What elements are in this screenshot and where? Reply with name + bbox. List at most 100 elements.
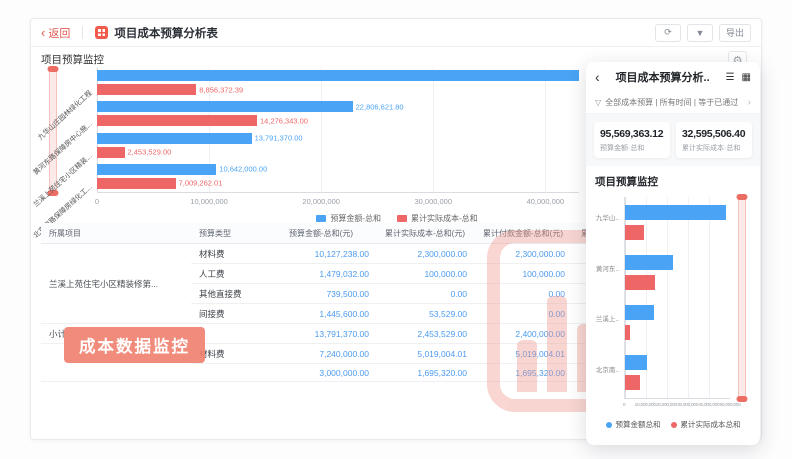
bar-group: 10,642,000.00 7,009,262.01 bbox=[97, 161, 579, 192]
legend-swatch-icon bbox=[397, 215, 407, 222]
value-cell: 3,000,000.00 bbox=[281, 363, 377, 382]
category-label: 兰溪上.. bbox=[595, 316, 619, 324]
actual-cost-bar[interactable]: 7,009,262.01 bbox=[97, 177, 222, 189]
tick-label: 20,000,000 bbox=[302, 197, 340, 206]
chart-legend: 预算金额总和 累计实际成本总和 bbox=[594, 419, 752, 430]
app-logo-icon bbox=[95, 26, 109, 39]
bar-value-label: 22,806,621.80 bbox=[355, 102, 404, 112]
panel-back-icon[interactable]: ‹ bbox=[595, 69, 600, 85]
budget-bar[interactable] bbox=[97, 70, 579, 82]
bar-group bbox=[625, 298, 730, 348]
gridline bbox=[321, 67, 323, 192]
tick-label: 30,000,000 bbox=[414, 197, 453, 206]
value-cell: 1,445,600.00 bbox=[281, 303, 377, 324]
actual-cost-bar[interactable] bbox=[625, 375, 640, 391]
bar-group bbox=[625, 247, 730, 297]
app-header: ‹ 返回 项目成本预算分析表 ⟳ ▼ 导出 bbox=[31, 19, 761, 47]
panel-title: 项目成本预算分析.. bbox=[615, 72, 710, 84]
stat-card-actual-cost[interactable]: 32,595,506.40 累计实际成本·总和 bbox=[676, 122, 752, 158]
list-view-icon[interactable]: ☰ bbox=[725, 71, 735, 83]
stat-card-budget[interactable]: 95,569,363.12 预算金额·总和 bbox=[594, 122, 670, 158]
page-title: 项目成本预算分析表 bbox=[114, 27, 218, 40]
legend-item[interactable]: 累计实际成本总和 bbox=[670, 419, 741, 430]
mobile-budget-chart: 九华山.. 黄河东.. 兰溪上.. 北京南.. 0 10,000,000 20,000,0… bbox=[594, 193, 752, 443]
export-button[interactable]: 导出 bbox=[718, 23, 751, 42]
budget-type-cell bbox=[191, 323, 281, 344]
column-header: 累计实际成本-总和(元) bbox=[377, 223, 475, 244]
actual-cost-bar[interactable] bbox=[625, 274, 655, 290]
value-cell: 100,000.00 bbox=[475, 263, 573, 284]
budget-type-cell: 材料费 bbox=[191, 243, 281, 264]
header-divider bbox=[82, 26, 84, 39]
legend-swatch-icon bbox=[316, 215, 327, 222]
panel-filter-text: 全部成本预算 | 所有时间 | 等于已通过 bbox=[605, 98, 739, 107]
panel-header: ‹ 项目成本预算分析.. ☰ ▦ bbox=[586, 62, 760, 92]
value-cell: 739,500.00 bbox=[281, 283, 377, 304]
value-cell: 2,453,529.00 bbox=[377, 323, 475, 344]
gridline bbox=[688, 197, 689, 398]
budget-bar[interactable]: 22,806,621.80 bbox=[97, 101, 404, 113]
stat-caption: 累计实际成本·总和 bbox=[682, 145, 741, 152]
bar-group bbox=[625, 197, 730, 247]
refresh-button[interactable]: ⟳ bbox=[654, 23, 681, 42]
grid-view-icon[interactable]: ▦ bbox=[741, 71, 751, 83]
filter-button[interactable]: ▼ bbox=[686, 23, 713, 42]
actual-cost-bar[interactable]: 8,856,372.39 bbox=[97, 84, 243, 96]
bar-value-label: 13,791,370.00 bbox=[254, 133, 303, 143]
gridline bbox=[709, 197, 710, 398]
budget-bar[interactable] bbox=[625, 305, 654, 321]
category-label: 九华山.. bbox=[595, 215, 619, 223]
budget-bar[interactable] bbox=[625, 355, 648, 371]
legend-item[interactable]: 预算金额-总和 bbox=[316, 213, 381, 224]
chart-legend: 预算金额-总和 累计实际成本-总和 bbox=[41, 213, 753, 224]
x-axis: 0 10,000,000 20,000,000 30,000,000 40,000,00… bbox=[623, 403, 741, 411]
gridlines bbox=[625, 197, 730, 398]
category-axis: 九华山庄园林绿化工程 黄河东路保障房中心施... 兰溪上苑住宅小区精装... 北京南路… bbox=[33, 67, 95, 239]
stat-value: 95,569,363.12 bbox=[600, 128, 664, 140]
actual-cost-bar[interactable]: 14,276,343.00 bbox=[97, 115, 308, 127]
bar-group: 8,856,372.39 bbox=[97, 67, 579, 98]
gridline bbox=[97, 67, 98, 192]
gridline bbox=[667, 197, 668, 398]
actual-cost-bar[interactable] bbox=[625, 224, 644, 240]
legend-swatch-icon bbox=[605, 421, 612, 428]
mobile-datazoom-slider[interactable] bbox=[738, 195, 746, 401]
budget-bar[interactable] bbox=[625, 254, 673, 270]
gridline bbox=[646, 197, 647, 398]
value-cell: 0.00 bbox=[475, 283, 573, 304]
budget-monitor-chart: 九华山庄园林绿化工程 黄河东路保障房中心施... 兰溪上苑住宅小区精装... 北京南路… bbox=[33, 63, 753, 240]
legend-item[interactable]: 预算金额总和 bbox=[605, 419, 661, 430]
actual-cost-bar[interactable] bbox=[625, 325, 631, 341]
value-cell: 5,019,004.01 bbox=[377, 343, 475, 364]
budget-bar[interactable] bbox=[625, 204, 727, 220]
back-label: 返回 bbox=[48, 27, 71, 40]
value-cell: 0.00 bbox=[475, 303, 573, 324]
value-cell: 5,019,004.01 bbox=[475, 343, 573, 364]
tick-label: 40,000,000 bbox=[526, 197, 565, 206]
mobile-preview-panel: ‹ 项目成本预算分析.. ☰ ▦ ▽ 全部成本预算 | 所有时间 | 等于已通过… bbox=[586, 62, 760, 445]
toolbar: ⟳ ▼ 导出 bbox=[654, 23, 751, 42]
back-button[interactable]: ‹ 返回 bbox=[41, 25, 70, 41]
tick-label: 0 bbox=[94, 197, 100, 206]
bar-group: 22,806,621.80 14,276,343.00 bbox=[97, 98, 579, 129]
bar-value-label: 7,009,262.01 bbox=[178, 178, 223, 188]
back-chevron-icon: ‹ bbox=[41, 25, 46, 40]
value-cell: 1,695,320.00 bbox=[475, 363, 573, 382]
legend-item[interactable]: 累计实际成本-总和 bbox=[397, 213, 478, 224]
budget-bar[interactable]: 10,642,000.00 bbox=[97, 163, 267, 175]
bar-group bbox=[625, 348, 730, 398]
panel-filter-bar[interactable]: ▽ 全部成本预算 | 所有时间 | 等于已通过 › bbox=[586, 92, 760, 114]
category-label: 黄河东路保障房中心施... bbox=[32, 120, 94, 177]
value-cell: 1,695,320.00 bbox=[377, 363, 475, 382]
datazoom-slider[interactable] bbox=[49, 67, 57, 195]
card-title: 项目预算监控 bbox=[41, 54, 104, 66]
value-cell: 100,000.00 bbox=[377, 263, 475, 284]
tick-label: 10,000,000 bbox=[634, 403, 656, 408]
actual-cost-bar[interactable]: 2,453,529.00 bbox=[97, 146, 171, 158]
budget-bar[interactable]: 13,791,370.00 bbox=[97, 132, 303, 144]
column-header: 所属项目 bbox=[41, 223, 191, 244]
tick-label: 30,000,000 bbox=[677, 403, 699, 408]
legend-label: 预算金额总和 bbox=[615, 420, 661, 429]
legend-label: 累计实际成本总和 bbox=[680, 420, 741, 429]
plot-area bbox=[624, 197, 730, 399]
